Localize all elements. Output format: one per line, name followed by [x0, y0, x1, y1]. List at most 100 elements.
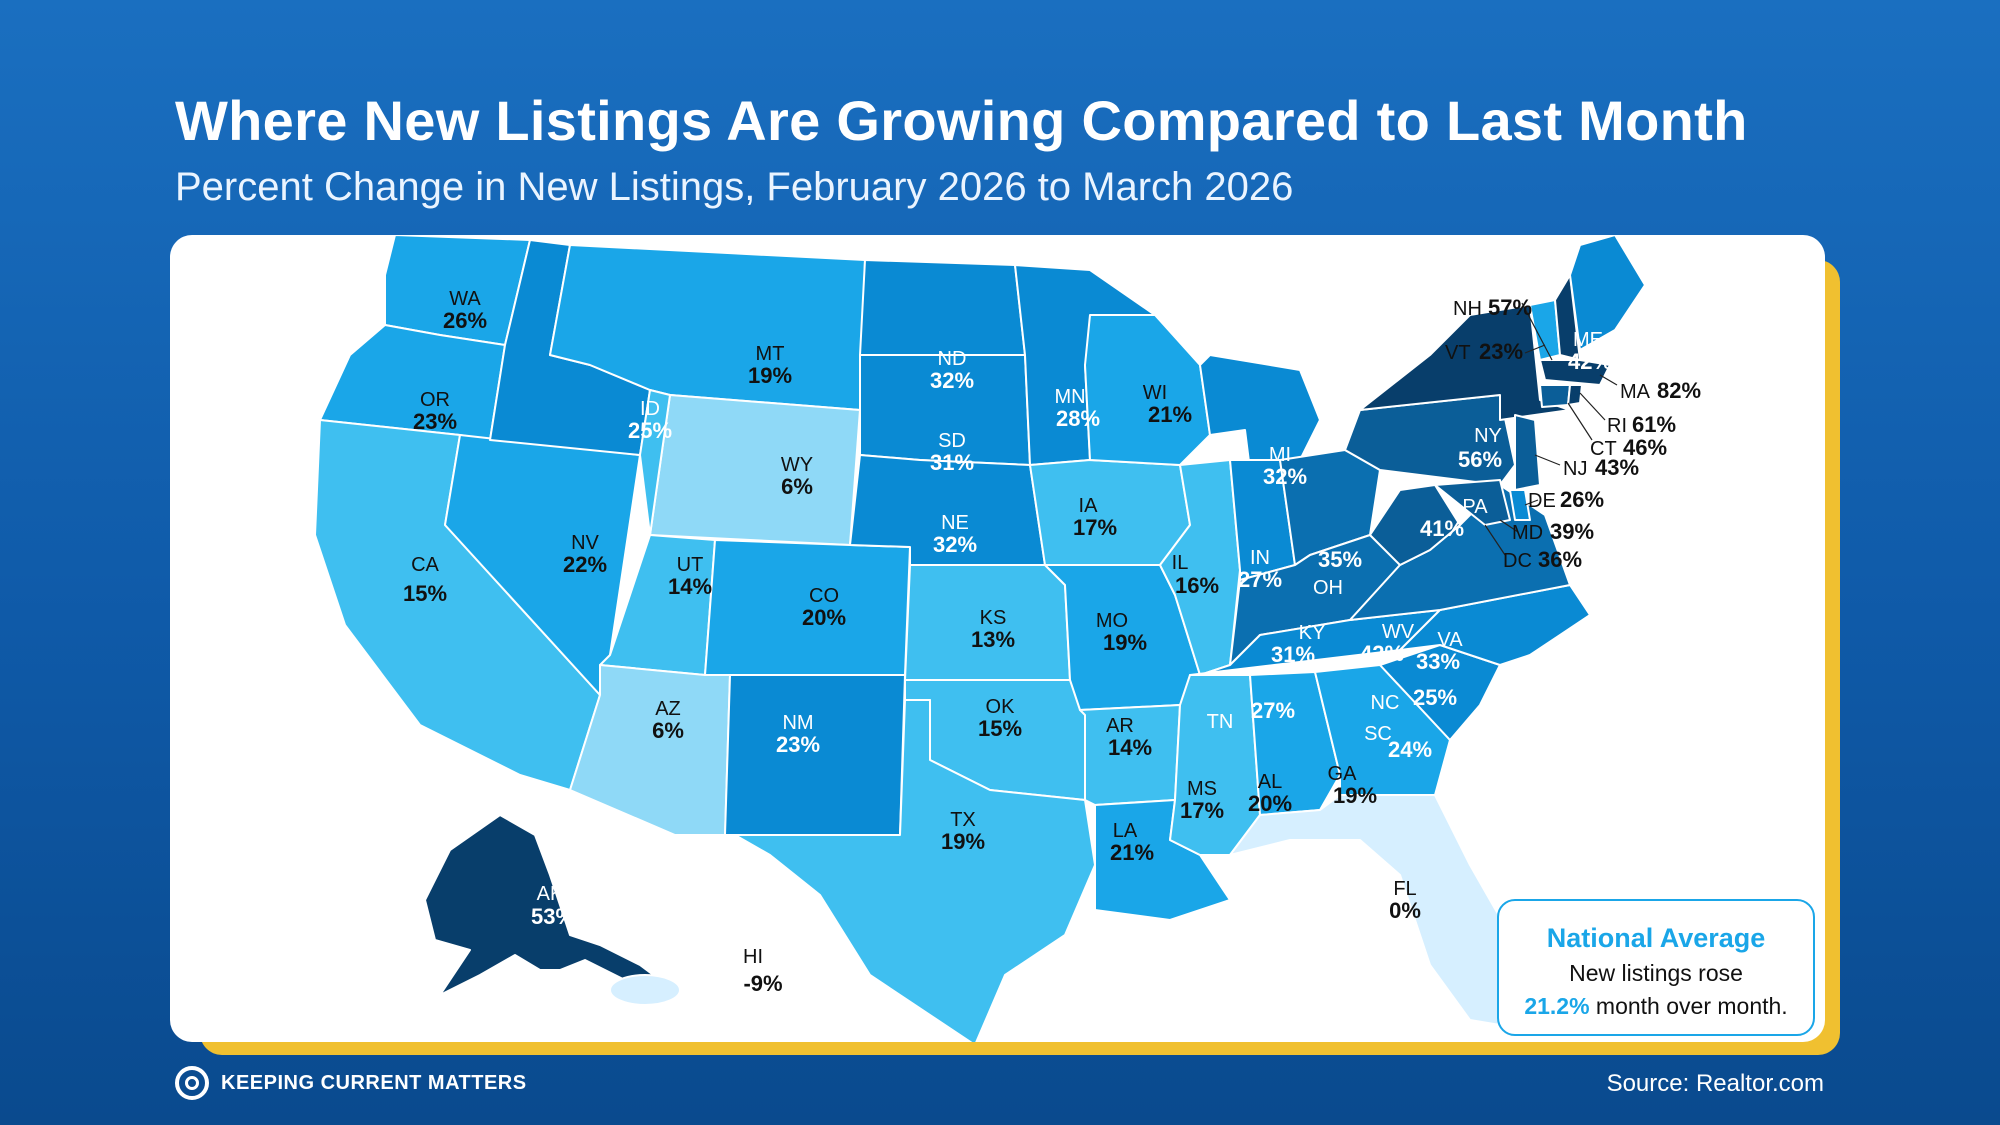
- state-IA[interactable]: [1029, 459, 1191, 566]
- state-WV[interactable]: [1369, 484, 1461, 566]
- state-NJ[interactable]: [1514, 414, 1541, 491]
- ext-RI-code: RI: [1607, 415, 1627, 437]
- label-HI-value: -9%: [743, 971, 782, 996]
- page-title: Where New Listings Are Growing Compared …: [175, 89, 1748, 152]
- label-ME-value: 42%: [1568, 349, 1612, 374]
- label-ND-code: ND: [938, 348, 967, 370]
- state-AL[interactable]: [1249, 671, 1341, 816]
- label-MO-code: MO: [1096, 610, 1128, 632]
- ext-DC-code: DC: [1503, 550, 1532, 572]
- label-TX-value: 19%: [941, 829, 985, 854]
- label-CO-code: CO: [809, 585, 839, 607]
- label-OR-value: 23%: [413, 409, 457, 434]
- source-credit: Source: Realtor.com: [1606, 1070, 1824, 1097]
- label-AZ-code: AZ: [655, 698, 681, 720]
- state-WI[interactable]: [1084, 314, 1211, 466]
- brand-logo-area[interactable]: KEEPING CURRENT MATTERS: [175, 1066, 527, 1100]
- page-subtitle: Percent Change in New Listings, February…: [175, 165, 1294, 209]
- ext-MA-code: MA: [1620, 381, 1651, 403]
- state-ND[interactable]: [859, 259, 1026, 356]
- state-DE[interactable]: [1509, 489, 1531, 521]
- label-AR-code: AR: [1106, 715, 1134, 737]
- label-NM-value: 23%: [776, 732, 820, 757]
- label-KY-code: KY: [1299, 622, 1326, 644]
- label-TN-code: TN: [1207, 711, 1234, 733]
- label-FL-value: 0%: [1389, 898, 1421, 923]
- ext-VT-code: VT: [1445, 342, 1471, 364]
- state-TX[interactable]: [734, 699, 1096, 1042]
- label-LA-code: LA: [1113, 820, 1138, 842]
- ext-VT-value: 23%: [1479, 339, 1523, 364]
- label-WA-code: WA: [449, 288, 481, 310]
- state-NY[interactable]: [1359, 304, 1571, 421]
- label-MN-code: MN: [1054, 386, 1085, 408]
- ext-DC-value: 36%: [1538, 547, 1582, 572]
- label-TX-code: TX: [950, 809, 976, 831]
- label-TN-value: 27%: [1251, 698, 1295, 723]
- state-CT[interactable]: [1539, 384, 1571, 408]
- state-UT[interactable]: [599, 389, 716, 676]
- label-LA-value: 21%: [1110, 840, 1154, 865]
- state-SC[interactable]: [1379, 644, 1501, 741]
- label-VA-value: 33%: [1416, 649, 1460, 674]
- label-OH-code: OH: [1313, 577, 1343, 599]
- us-map: WA 26% OR 23% CA 15% NV 22% ID 25% MT 19…: [314, 235, 1701, 1042]
- state-ME[interactable]: [1569, 235, 1646, 351]
- ext-NH-code: NH: [1453, 298, 1482, 320]
- national-average-box: National Average New listings rose 21.2%…: [1497, 899, 1815, 1036]
- state-HI[interactable]: [609, 974, 681, 1006]
- label-SD-value: 31%: [930, 450, 974, 475]
- label-ME-code: ME: [1573, 329, 1603, 351]
- label-PA-value: 41%: [1420, 516, 1464, 541]
- label-OR-code: OR: [420, 389, 450, 411]
- label-AL-code: AL: [1258, 771, 1282, 793]
- ext-MD-code: MD: [1512, 522, 1543, 544]
- label-OK-code: OK: [986, 696, 1016, 718]
- ext-NH-value: 57%: [1488, 295, 1532, 320]
- national-average-line2: 21.2% month over month.: [1499, 993, 1813, 1020]
- label-MI-value: 32%: [1263, 464, 1307, 489]
- label-CA-value: 15%: [403, 581, 447, 606]
- state-MA[interactable]: [1539, 359, 1611, 386]
- state-WY[interactable]: [649, 394, 861, 546]
- label-WY-code: WY: [781, 454, 813, 476]
- label-AZ-value: 6%: [652, 718, 684, 743]
- label-WV-code: WV: [1382, 621, 1415, 643]
- label-SC-code: SC: [1364, 723, 1392, 745]
- label-GA-code: GA: [1328, 763, 1358, 785]
- state-MS[interactable]: [1169, 674, 1261, 856]
- label-AL-value: 20%: [1248, 791, 1292, 816]
- label-PA-code: PA: [1462, 496, 1488, 518]
- label-IN-code: IN: [1250, 547, 1270, 569]
- label-WI-value: 21%: [1148, 402, 1192, 427]
- label-NM-code: NM: [782, 712, 813, 734]
- state-FL[interactable]: [1229, 794, 1511, 1026]
- state-MD[interactable]: [1434, 479, 1511, 526]
- label-VA-code: VA: [1437, 629, 1463, 651]
- label-KS-code: KS: [980, 607, 1007, 629]
- label-NV-value: 22%: [563, 552, 607, 577]
- label-NV-code: NV: [571, 532, 599, 554]
- label-ID-code: ID: [640, 398, 660, 420]
- label-KY-value: 31%: [1271, 642, 1315, 667]
- ext-RI-value: 61%: [1632, 412, 1676, 437]
- state-AK[interactable]: [424, 814, 681, 996]
- state-MI[interactable]: [1199, 354, 1321, 471]
- label-ID-value: 25%: [628, 418, 672, 443]
- label-CA-code: CA: [411, 554, 439, 576]
- label-NE-value: 32%: [933, 532, 977, 557]
- ext-DE-value: 26%: [1560, 487, 1604, 512]
- label-NC-code: NC: [1371, 692, 1400, 714]
- label-MN-value: 28%: [1056, 406, 1100, 431]
- label-CO-value: 20%: [802, 605, 846, 630]
- label-AR-value: 14%: [1108, 735, 1152, 760]
- national-average-title: National Average: [1546, 923, 1766, 953]
- label-NY-code: NY: [1474, 425, 1502, 447]
- ext-CT-value: 46%: [1623, 435, 1667, 460]
- label-SC-value: 24%: [1388, 737, 1432, 762]
- ext-MD-value: 39%: [1550, 519, 1594, 544]
- brand-name: KEEPING CURRENT MATTERS: [221, 1071, 527, 1094]
- national-average-value: 21.2%: [1524, 993, 1590, 1019]
- label-MT-code: MT: [756, 343, 785, 365]
- state-RI[interactable]: [1567, 384, 1583, 406]
